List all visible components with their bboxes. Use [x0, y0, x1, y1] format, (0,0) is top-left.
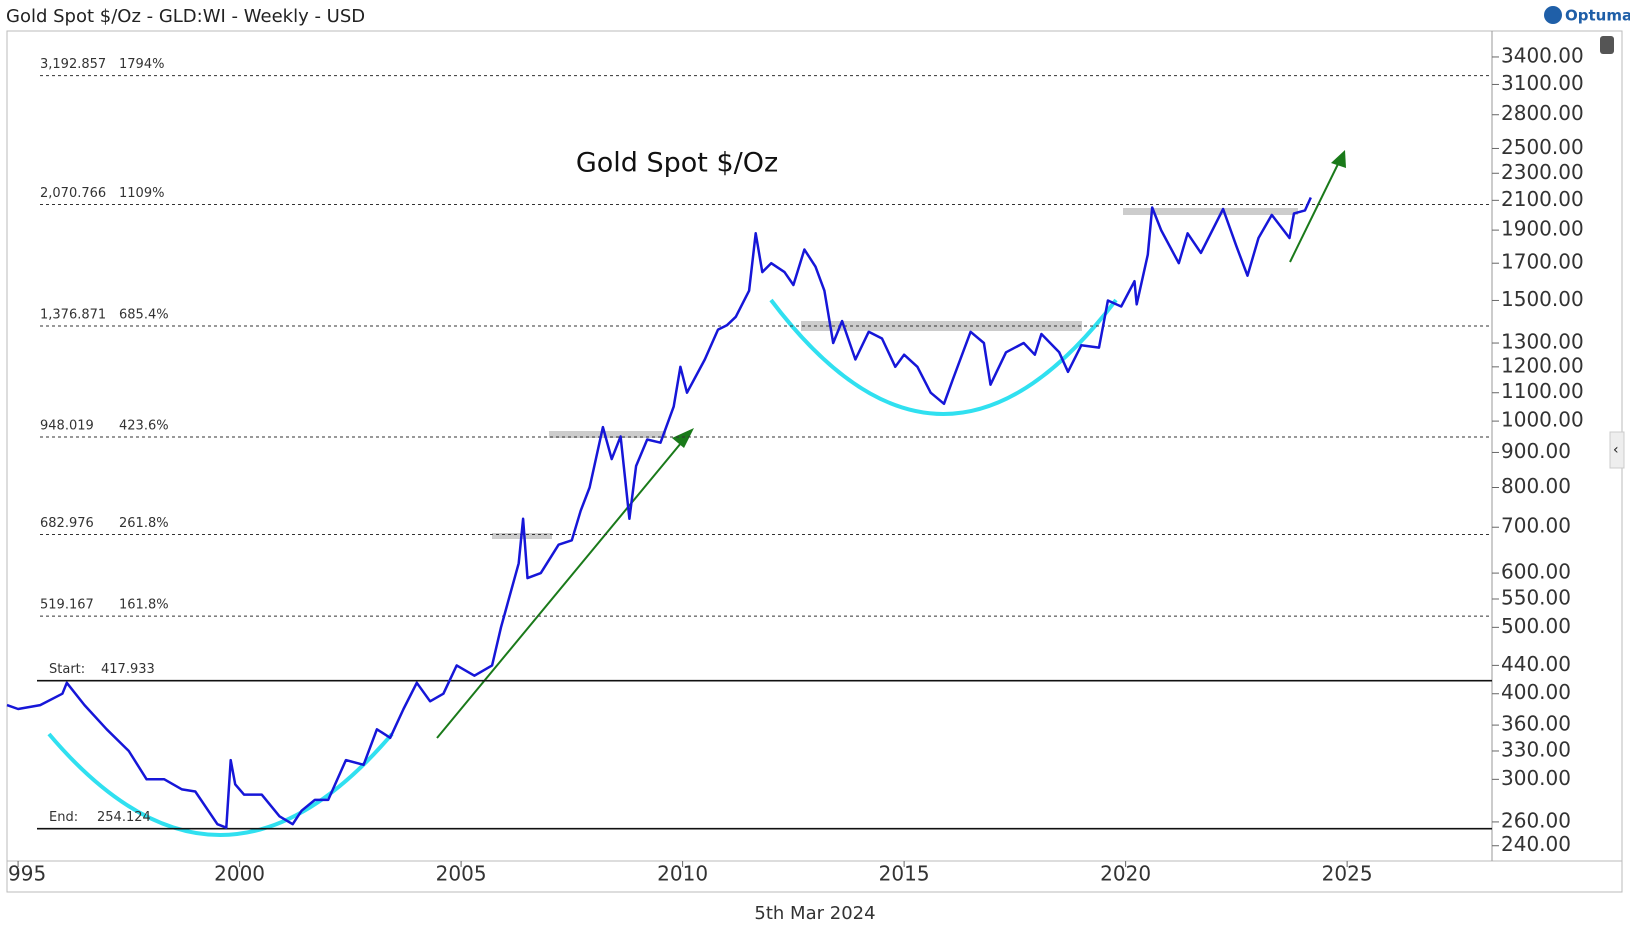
y-tick-label: 700.00 — [1501, 514, 1571, 538]
anchor-name: Start: — [49, 662, 85, 677]
collapse-button[interactable] — [1609, 431, 1625, 469]
frame — [6, 30, 1623, 893]
y-tick-label: 240.00 — [1501, 832, 1571, 856]
x-tick-label: 2015 — [879, 862, 930, 886]
y-tick-label: 600.00 — [1501, 560, 1571, 584]
y-tick-label: 400.00 — [1501, 680, 1571, 704]
brand: Optuma — [1565, 7, 1630, 25]
annotations — [47, 150, 1346, 837]
y-tick-label: 330.00 — [1501, 737, 1571, 761]
y-tick-label: 500.00 — [1501, 614, 1571, 638]
y-tick-label: 360.00 — [1501, 712, 1571, 736]
y-tick-label: 1900.00 — [1501, 217, 1584, 241]
arc — [769, 298, 1118, 416]
x-tick-label: 2025 — [1322, 862, 1373, 886]
y-tick-label: 2300.00 — [1501, 160, 1584, 184]
y-tick-label: 2500.00 — [1501, 135, 1584, 159]
x-tick-label: 2020 — [1100, 862, 1151, 886]
zone — [1123, 208, 1298, 215]
date-label: 5th Mar 2024 — [754, 903, 875, 924]
y-tick-label: 900.00 — [1501, 439, 1571, 463]
arrow — [436, 436, 687, 739]
y-tick-label: 2100.00 — [1501, 187, 1584, 211]
page-title: Gold Spot $/Oz - GLD:WI - Weekly - USD — [6, 6, 365, 27]
series-annotation: Gold Spot $/Oz — [576, 148, 778, 179]
x-tick-label: 2000 — [214, 862, 265, 886]
y-tick-label: 3100.00 — [1501, 71, 1584, 95]
price-line — [6, 196, 1312, 829]
y-tick-label: 800.00 — [1501, 474, 1571, 498]
fib-percent: 685.4% — [119, 307, 169, 322]
arc — [47, 732, 394, 837]
fib-value: 3,192.857 — [40, 57, 106, 72]
arrow — [1289, 161, 1340, 263]
y-tick-label: 1200.00 — [1501, 353, 1584, 377]
fib-value: 948.019 — [40, 418, 94, 433]
anchor-value: 417.933 — [101, 662, 155, 677]
fib-percent: 423.6% — [119, 418, 169, 433]
arrow-head — [672, 428, 694, 448]
collapse-glyph: ‹ — [1613, 442, 1619, 458]
lock-icon[interactable] — [1600, 36, 1614, 54]
fib-percent: 1109% — [119, 186, 164, 201]
fib-value: 2,070.766 — [40, 186, 106, 201]
y-tick-label: 1100.00 — [1501, 379, 1584, 403]
y-tick-label: 1500.00 — [1501, 287, 1584, 311]
anchor-name: End: — [49, 810, 78, 825]
y-tick-label: 550.00 — [1501, 585, 1571, 609]
brand-logo — [1544, 6, 1562, 24]
y-tick-label: 260.00 — [1501, 808, 1571, 832]
arrow-head — [1331, 150, 1346, 168]
y-tick-label: 1700.00 — [1501, 250, 1584, 274]
fib-percent: 1794% — [119, 57, 164, 72]
anchor-value: 254.124 — [97, 810, 151, 825]
fib-percent: 261.8% — [119, 516, 169, 531]
y-tick-label: 3400.00 — [1501, 43, 1584, 67]
y-tick-label: 1000.00 — [1501, 408, 1584, 432]
x-tick-label: 995 — [8, 862, 46, 886]
y-tick-label: 300.00 — [1501, 766, 1571, 790]
x-tick-label: 2010 — [657, 862, 708, 886]
x-tick-label: 2005 — [436, 862, 487, 886]
y-tick-label: 2800.00 — [1501, 101, 1584, 125]
y-tick-label: 440.00 — [1501, 652, 1571, 676]
fib-value: 682.976 — [40, 516, 94, 531]
fib-percent: 161.8% — [119, 598, 169, 613]
fib-value: 1,376.871 — [40, 307, 106, 322]
fib-value: 519.167 — [40, 598, 94, 613]
y-tick-label: 1300.00 — [1501, 330, 1584, 354]
zone — [549, 431, 666, 438]
